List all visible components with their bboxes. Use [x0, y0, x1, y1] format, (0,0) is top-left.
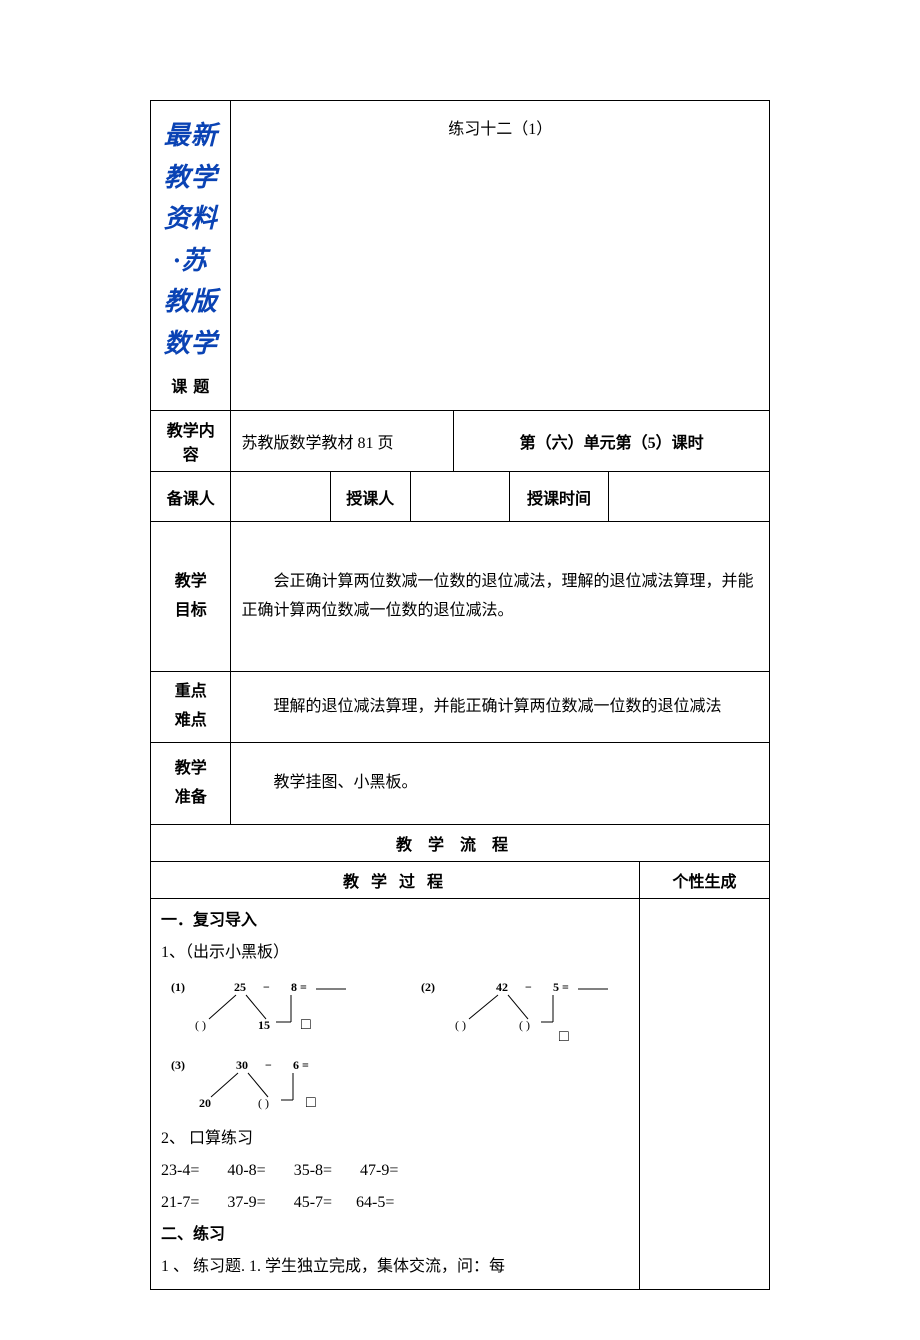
keypoint-value: 理解的退位减法算理，并能正确计算两位数减一位数的退位减法 [231, 672, 770, 743]
classtime-value [609, 472, 770, 522]
diagram-2: (2) 42 ( ) ( ) − 5 = □ [411, 977, 631, 1047]
d3-left: 20 [199, 1096, 211, 1110]
section2-title: 二、练习 [161, 1219, 629, 1251]
prep-value: 教学挂图、小黑板。 [231, 742, 770, 825]
math-row-2: 21-7= 37-9= 45-7= 64-5= [161, 1187, 629, 1219]
section1-title: 一．复习导入 [161, 905, 629, 937]
section1-line2: 2、 口算练习 [161, 1123, 629, 1155]
content-value: 苏教版数学教材 81 页 [231, 411, 454, 472]
d3-label: (3) [171, 1058, 185, 1072]
diagram-2-svg: (2) 42 ( ) ( ) − 5 = □ [411, 977, 631, 1047]
d3-right: ( ) [258, 1096, 269, 1110]
d1-right: 15 [258, 1018, 270, 1032]
goal-value: 会正确计算两位数减一位数的退位减法，理解的退位减法算理，并能正确计算两位数减一位… [231, 522, 770, 672]
math-row-1: 23-4= 40-8= 35-8= 47-9= [161, 1155, 629, 1187]
d2-left: ( ) [455, 1018, 466, 1032]
diagram-row-2: (3) 30 20 ( ) − 6 = □ [161, 1055, 629, 1115]
d1-box: □ [301, 1016, 311, 1033]
section2-line1: 1 、 练习题. 1. 学生独立完成，集体交流，问：每 [161, 1251, 629, 1283]
content-label: 教学内容 [151, 411, 231, 472]
notes-header: 个性生成 [639, 862, 769, 899]
process-header: 教 学 过 程 [151, 862, 640, 899]
instructor-value [410, 472, 509, 522]
diagram-1-svg: (1) 25 ( ) 15 − 8 = □ [161, 977, 381, 1037]
resource-label: 最新教学资料·苏教版数学 [161, 115, 220, 365]
preparer-value [231, 472, 330, 522]
d1-top: 25 [234, 980, 246, 994]
notes-column [639, 899, 769, 1290]
diagram-1: (1) 25 ( ) 15 − 8 = □ [161, 977, 381, 1047]
d1-minus: − [263, 980, 270, 994]
lesson-title: 练习十二（1） [231, 101, 770, 411]
diagram-3: (3) 30 20 ( ) − 6 = □ [161, 1055, 381, 1115]
classtime-label: 授课时间 [510, 472, 609, 522]
flow-header: 教学流程 [151, 825, 770, 862]
d1-label: (1) [171, 980, 185, 994]
prep-label-2: 准备 [155, 784, 226, 813]
process-content: 一．复习导入 1、（出示小黑板） (1) 25 ( ) 15 − 8 = [151, 899, 640, 1290]
d2-minus: − [525, 980, 532, 994]
d1-sub: 8 = [291, 980, 307, 994]
d2-label: (2) [421, 980, 435, 994]
d1-left: ( ) [195, 1018, 206, 1032]
keypoint-label-2: 难点 [161, 707, 220, 736]
preparer-label: 备课人 [151, 472, 231, 522]
d3-minus: − [265, 1058, 272, 1072]
keypoint-label-1: 重点 [161, 678, 220, 707]
section1-line1: 1、（出示小黑板） [161, 937, 629, 969]
d3-box: □ [306, 1094, 316, 1111]
instructor-label: 授课人 [330, 472, 410, 522]
d2-top: 42 [496, 980, 508, 994]
topic-label: 课 题 [161, 375, 220, 401]
prep-label-1: 教学 [155, 755, 226, 784]
d3-top: 30 [236, 1058, 248, 1072]
diagram-row-1: (1) 25 ( ) 15 − 8 = □ [161, 977, 629, 1047]
unit-lesson: 第（六）单元第（5）课时 [454, 411, 770, 472]
d3-sub: 6 = [293, 1058, 309, 1072]
resource-header-cell: 最新教学资料·苏教版数学 课 题 [151, 101, 231, 411]
d2-box: □ [559, 1028, 569, 1045]
goal-label-2: 目标 [161, 597, 220, 626]
lesson-plan-table: 最新教学资料·苏教版数学 课 题 练习十二（1） 教学内容 苏教版数学教材 81… [150, 100, 770, 1290]
d2-sub: 5 = [553, 980, 569, 994]
goal-label-1: 教学 [161, 568, 220, 597]
diagram-3-svg: (3) 30 20 ( ) − 6 = □ [161, 1055, 381, 1115]
d2-right: ( ) [519, 1018, 530, 1032]
